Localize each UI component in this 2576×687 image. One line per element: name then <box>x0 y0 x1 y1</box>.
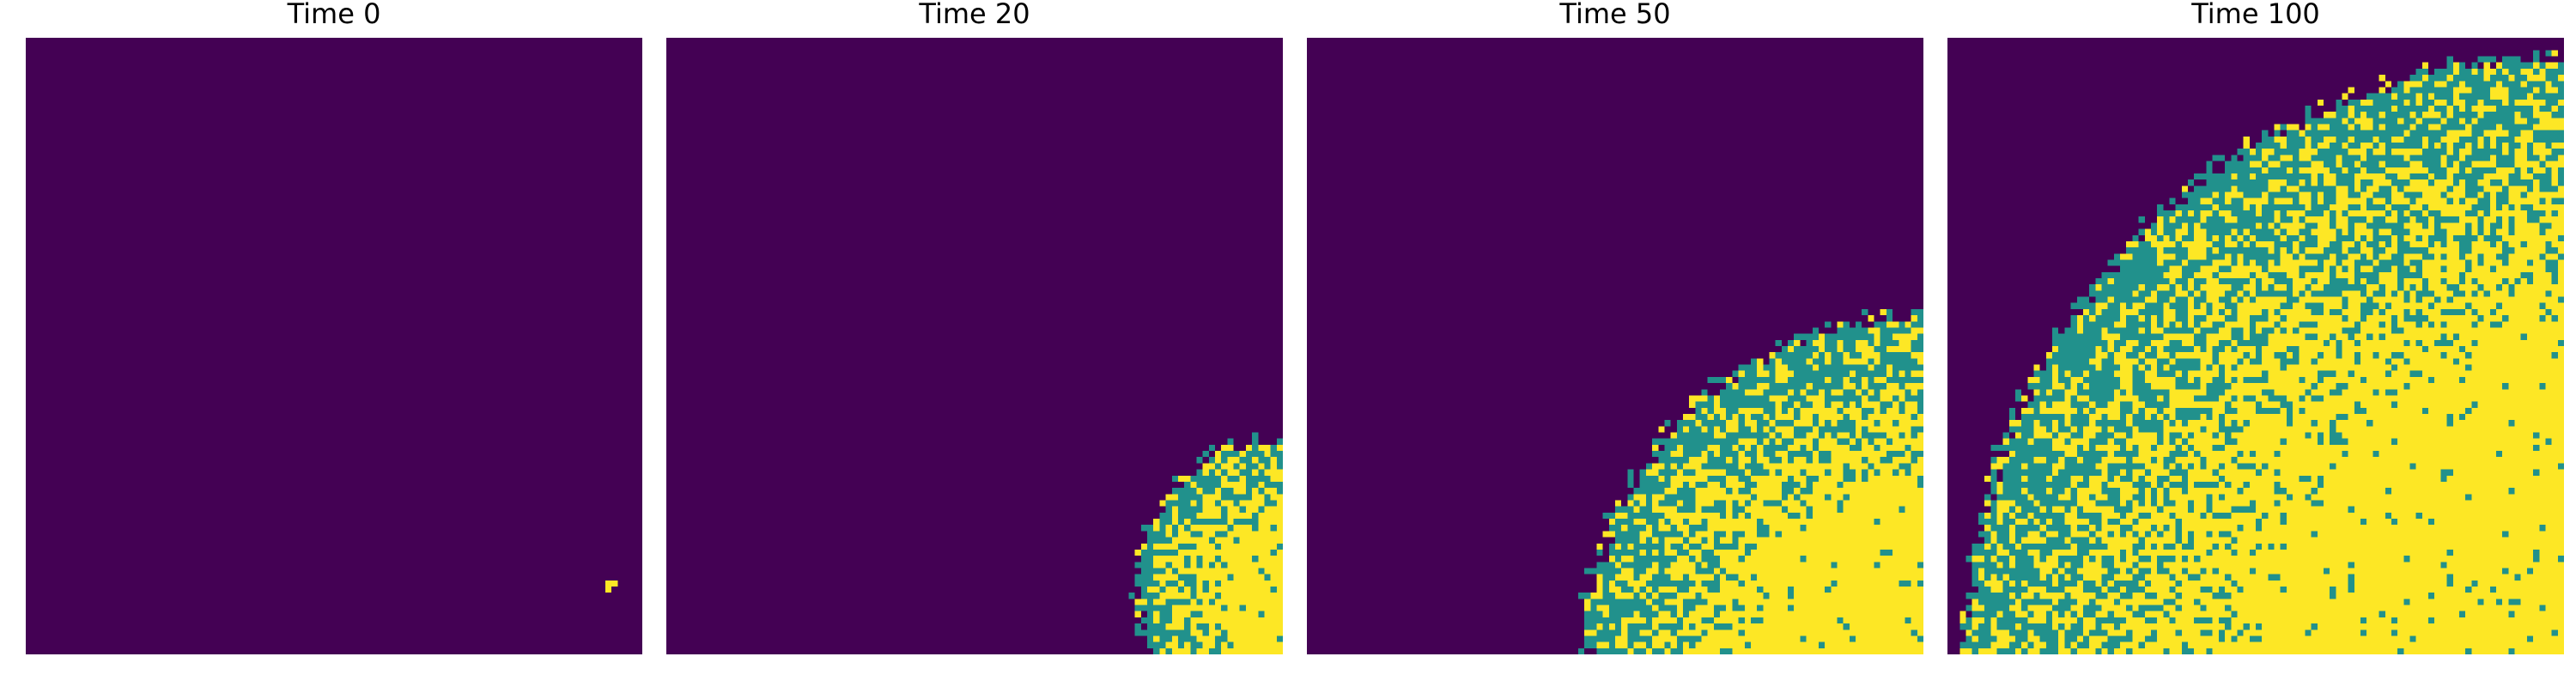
panel-title: Time 0 <box>287 0 381 30</box>
heatmap-time-50 <box>1307 38 1923 654</box>
heatmap-time-0 <box>26 38 642 654</box>
panel-title: Time 50 <box>1559 0 1671 30</box>
panel-title: Time 20 <box>919 0 1030 30</box>
panel-time-50: Time 50 <box>1307 0 1923 687</box>
panel-time-20: Time 20 <box>666 0 1283 687</box>
panel-title: Time 100 <box>2191 0 2320 30</box>
panel-time-0: Time 0 <box>26 0 642 687</box>
heatmap-time-100 <box>1947 38 2564 654</box>
panel-time-100: Time 100 <box>1947 0 2564 687</box>
heatmap-time-20 <box>666 38 1283 654</box>
